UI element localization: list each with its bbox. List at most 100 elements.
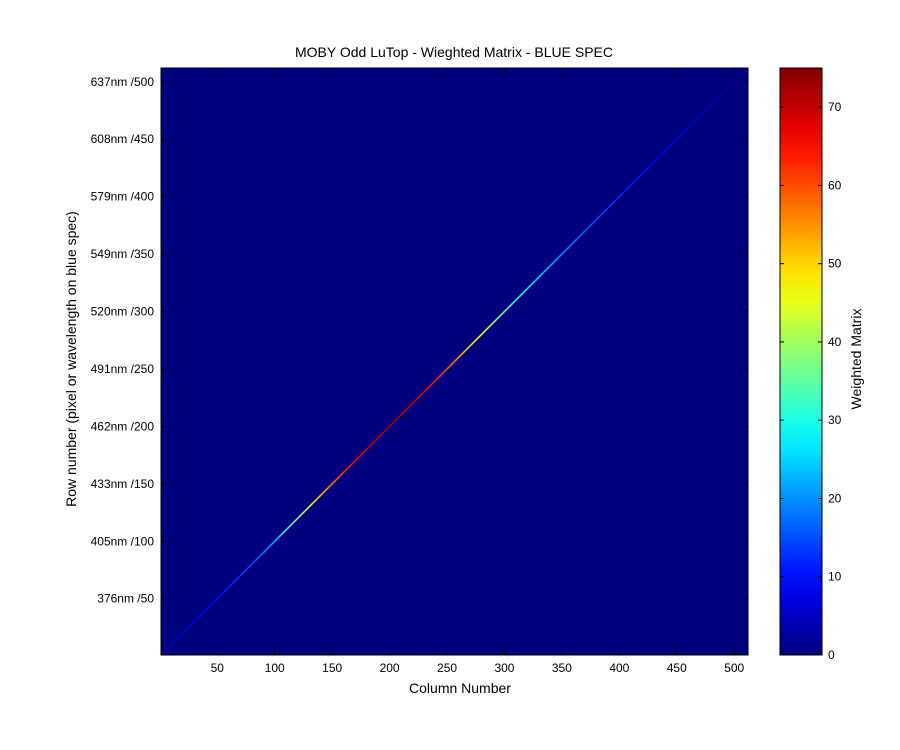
diagonal-segment [408,402,414,408]
diagonal-segment [557,253,563,259]
diagonal-segment [199,609,207,617]
diagonal-segment [500,310,506,316]
diagonal-segment [171,639,177,645]
diagonal-segment [591,219,597,225]
x-tick-label: 150 [322,661,342,675]
x-tick-label: 300 [494,661,514,675]
diagonal-segment [480,330,486,336]
diagonal-segment [312,498,318,504]
diagonal-segment [255,556,260,561]
colorbar-label: Weighted Matrix [848,309,864,410]
diagonal-segment [239,569,247,577]
diagonal-segment [350,460,356,466]
diagonal-segment [442,368,448,374]
diagonal-segment [362,448,368,454]
diagonal-segment [645,165,651,171]
colorbar-tick-label: 50 [828,257,842,271]
diagonal-segment [270,540,276,546]
diagonal-segment [381,429,387,435]
diagonal-segment [565,245,571,251]
diagonal-segment [492,318,498,324]
diagonal-segment [450,360,456,366]
y-tick-label: 433nm /150 [91,477,155,491]
diagonal-segment [568,242,574,248]
diagonal-segment [308,502,314,508]
diagonal-segment [358,452,364,458]
diagonal-segment [572,238,578,244]
diagonal-segment [164,647,169,652]
diagonal-segment [210,598,218,606]
diagonal-segment [346,464,352,470]
y-ticks: 376nm /50 405nm /100 433nm /150 462nm /200 4… [91,75,748,606]
diagonal-segment [507,303,513,309]
y-tick-label: 549nm /350 [91,247,155,261]
y-tick-label: 637nm /500 [91,75,155,89]
diagonal-layer [160,67,749,656]
colorbar-tick-label: 0 [828,648,835,662]
diagonal-segment [534,276,540,282]
chart-title: MOBY Odd LuTop - Wieghted Matrix - BLUE … [295,44,613,60]
diagonal-segment [515,295,521,301]
diagonal-segment [373,437,379,443]
diagonal-segment [580,230,586,236]
colorbar-tick-label: 30 [828,413,842,427]
diagonal-segment [699,111,705,117]
diagonal-segment [735,73,743,81]
diagonal-segment [385,425,391,431]
colorbar-tick-label: 40 [828,335,842,349]
diagonal-segment [691,119,697,125]
diagonal-segment [419,391,425,397]
colorbar-tick-label: 70 [828,100,842,114]
diagonal-segment [526,284,532,290]
diagonal-segment [297,513,303,519]
diagonal-segment [511,299,517,305]
diagonal-segment [546,265,551,270]
diagonal-segment [454,356,460,362]
diagonal-segment [680,130,686,136]
diagonal-segment [503,307,509,313]
diagonal-segment [277,533,283,539]
diagonal-segment [634,176,640,182]
x-tick-label: 400 [609,661,629,675]
diagonal-segment [327,483,333,489]
colorbar [779,67,823,656]
diagonal-segment [222,586,230,594]
diagonal-segment [457,353,463,359]
diagonal-segment [611,199,617,205]
diagonal-segment [741,67,749,75]
diagonal-segment [392,418,398,424]
diagonal-segment [549,261,555,267]
diagonal-segment [660,150,666,156]
diagonal-segment [653,157,659,163]
diagonal-segment [323,487,329,493]
diagonal-segment [216,592,224,600]
diagonal-segment [523,287,529,293]
diagonal-segment [603,207,609,213]
diagonal-segment [316,494,322,500]
diagonal-segment [167,643,173,649]
diagonal-segment [366,444,372,450]
x-tick-label: 200 [380,661,400,675]
x-tick-label: 50 [211,661,225,675]
diagonal-segment [193,615,201,623]
diagonal-segment [262,548,268,554]
diagonal-segment [300,510,306,516]
diagonal-segment [496,314,502,320]
colorbar-tick-label: 60 [828,178,842,192]
x-tick-label: 350 [552,661,572,675]
diagonal-segment [618,192,624,198]
diagonal-segment [668,142,674,148]
diagonal-segment [695,115,701,121]
y-tick-label: 462nm /200 [91,419,155,433]
y-tick-label: 520nm /300 [91,305,155,319]
diagonal-segment [622,188,628,194]
x-tick-label: 450 [667,661,687,675]
x-tick-label: 500 [724,661,744,675]
diagonal-segment [228,580,236,588]
diagonal-segment [245,563,253,571]
diagonal-segment [274,536,280,542]
diagonal-segment [205,603,213,611]
diagonal-segment [588,222,594,228]
diagonal-segment [320,490,326,496]
